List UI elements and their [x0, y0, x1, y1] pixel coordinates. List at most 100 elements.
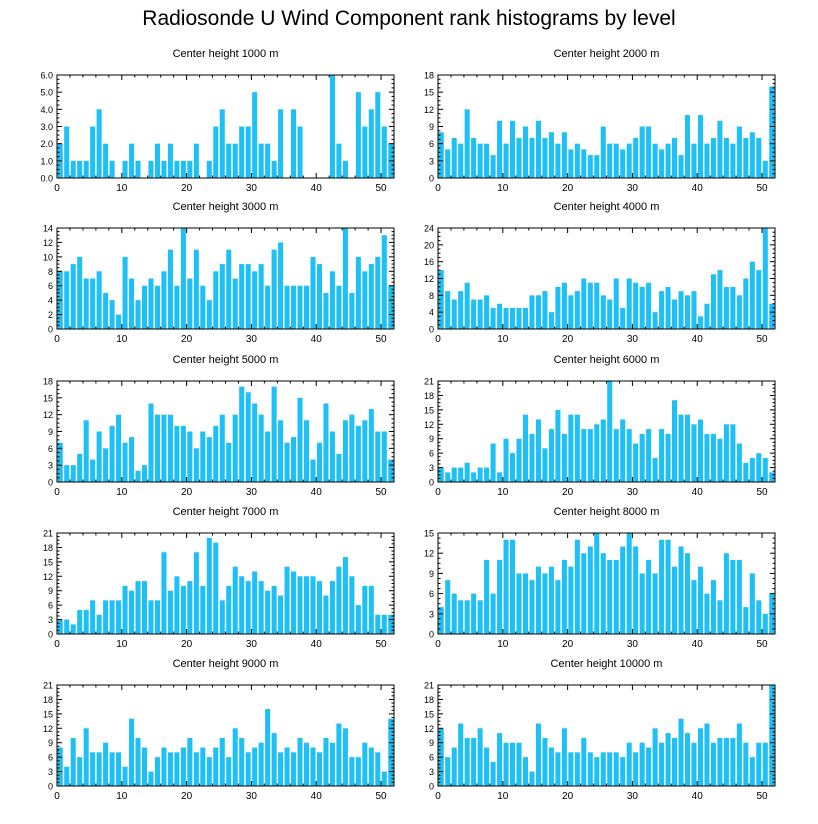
y-tick-label: 18 — [43, 377, 53, 387]
histogram-bar — [484, 143, 490, 178]
histogram-panel: Center height 4000 m 0 10 20 30 40 50 0 4 8 12 16 20… — [424, 201, 776, 345]
histogram-bar — [239, 576, 245, 634]
histogram-bar — [375, 752, 381, 786]
histogram-bar — [762, 742, 768, 786]
histogram-bar — [90, 278, 96, 329]
histogram-bar — [336, 285, 342, 329]
y-tick-label: 15 — [424, 709, 434, 719]
histogram-bar — [316, 581, 322, 634]
histogram-bar — [730, 143, 736, 178]
histogram-bar — [568, 566, 574, 634]
y-tick-label: 0 — [429, 478, 434, 488]
histogram-bar — [574, 414, 580, 482]
histogram-bar — [323, 737, 329, 786]
x-tick-label: 20 — [181, 639, 193, 650]
histogram-bar — [342, 557, 348, 634]
y-tick-label: 21 — [43, 681, 53, 691]
y-tick-label: 9 — [429, 434, 434, 444]
histogram-bar — [122, 442, 128, 482]
histogram-bar — [464, 109, 470, 178]
histogram-bar — [756, 453, 762, 482]
histogram-bar — [258, 264, 264, 329]
histogram-bar — [710, 137, 716, 178]
histogram-panel: Center height 7000 m 0 10 20 30 40 50 0 3 6 9 12 15 1… — [43, 506, 395, 650]
histogram-bar — [116, 752, 122, 786]
histogram-bar — [148, 160, 154, 178]
histogram-bar — [710, 742, 716, 786]
histogram-bar — [271, 733, 277, 786]
histogram-bar — [291, 285, 297, 329]
histogram-bar — [697, 566, 703, 634]
histogram-bar — [600, 553, 606, 634]
histogram-bar — [187, 581, 193, 634]
histogram-bar — [620, 149, 626, 178]
histogram-bar — [451, 137, 457, 178]
histogram-bar — [252, 271, 258, 329]
histogram-bar — [161, 552, 167, 634]
histogram-bar — [342, 728, 348, 786]
y-tick-label: 12 — [424, 420, 434, 430]
histogram-bar — [587, 429, 593, 482]
histogram-bar — [167, 414, 173, 482]
histogram-bar — [174, 160, 180, 178]
histogram-bar — [717, 737, 723, 786]
histogram-bar — [116, 314, 122, 329]
x-tick-label: 0 — [435, 487, 441, 498]
y-tick-label: 6 — [48, 281, 53, 291]
histogram-bar — [362, 420, 368, 482]
x-tick-label: 50 — [375, 791, 387, 802]
histogram-bar — [342, 420, 348, 482]
histogram-bar — [245, 126, 251, 178]
histogram-bar — [375, 256, 381, 329]
x-tick-label: 10 — [497, 487, 509, 498]
histogram-bar — [174, 285, 180, 329]
histogram-bar — [252, 403, 258, 482]
histogram-bar — [245, 264, 251, 329]
histogram-bar — [691, 424, 697, 482]
histogram-bar — [749, 757, 755, 786]
histogram-bar — [174, 425, 180, 482]
histogram-bar — [284, 285, 290, 329]
histogram-bar — [652, 457, 658, 482]
y-tick-label: 18 — [424, 71, 434, 81]
histogram-bar — [672, 737, 678, 786]
y-tick-label: 6 — [48, 753, 53, 763]
y-tick-label: 12 — [43, 238, 53, 248]
histogram-bar — [161, 747, 167, 786]
histogram-bar — [336, 453, 342, 482]
histogram-bar — [620, 307, 626, 329]
histogram-bar — [200, 585, 206, 634]
x-tick-label: 20 — [562, 791, 574, 802]
histogram-bar — [213, 747, 219, 786]
histogram-bar — [710, 580, 716, 634]
histogram-bar — [691, 580, 697, 634]
histogram-bar — [83, 160, 89, 178]
histogram-bar — [626, 742, 632, 786]
histogram-bar — [477, 467, 483, 482]
histogram-bar — [303, 420, 310, 482]
histogram-bar — [458, 600, 464, 634]
x-tick-label: 50 — [756, 183, 768, 194]
histogram-bar — [245, 581, 251, 634]
y-tick-label: 8 — [48, 267, 53, 277]
histogram-bar — [510, 307, 516, 329]
histogram-bar — [154, 285, 160, 329]
histogram-bar — [704, 143, 710, 178]
histogram-bar — [213, 271, 219, 329]
histogram-bar — [167, 752, 173, 786]
histogram-bar — [245, 752, 251, 786]
histogram-bar — [697, 728, 703, 786]
panel-title: Center height 7000 m — [173, 506, 279, 518]
histogram-bar — [64, 271, 70, 329]
histogram-bar — [458, 723, 464, 786]
histogram-bar — [510, 120, 516, 178]
histogram-bar — [659, 291, 665, 330]
histogram-bar — [239, 737, 245, 786]
histogram-bar — [226, 757, 232, 786]
x-tick-label: 50 — [375, 487, 387, 498]
histogram-bar — [368, 409, 374, 482]
histogram-bar — [122, 160, 128, 178]
histogram-bar — [388, 718, 394, 786]
histogram-bar — [620, 419, 626, 482]
histogram-bar — [600, 419, 606, 482]
